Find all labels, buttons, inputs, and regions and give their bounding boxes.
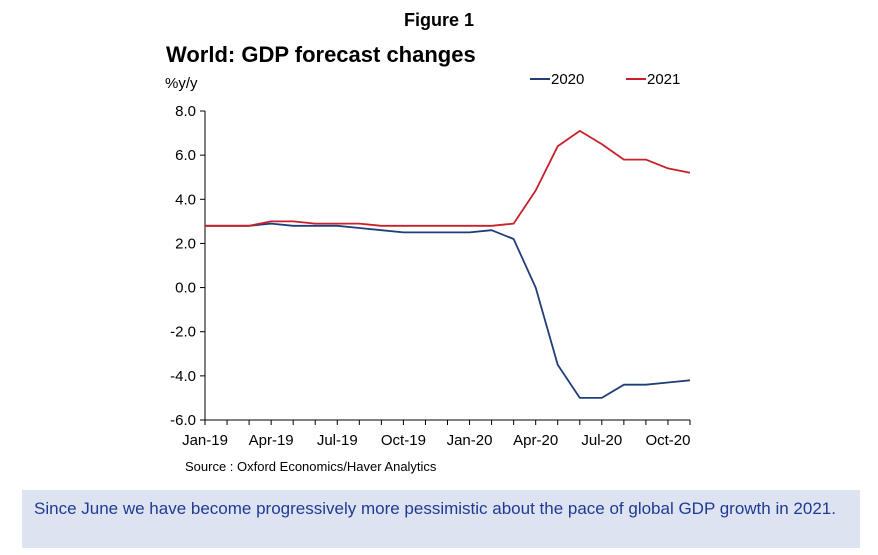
- y-tick-label: -6.0: [170, 412, 196, 429]
- y-tick-label: 8.0: [175, 103, 196, 120]
- series-line-2021: [205, 129, 691, 227]
- y-tick-label: -2.0: [170, 324, 196, 341]
- legend-label-2020: 2020: [551, 71, 584, 88]
- series-layer: [205, 129, 691, 399]
- x-tick-label: Apr-20: [513, 432, 558, 449]
- x-tick-label: Oct-20: [645, 432, 690, 449]
- y-tick-label: 2.0: [175, 235, 196, 252]
- x-tick-label: Jul-20: [581, 432, 622, 449]
- series-line-2020: [205, 222, 691, 399]
- x-tick-label: Jan-19: [182, 432, 228, 449]
- y-tick-label: 6.0: [175, 147, 196, 164]
- caption-text: Since June we have become progressively …: [34, 499, 836, 518]
- source-note: Source : Oxford Economics/Haver Analytic…: [185, 459, 437, 474]
- caption-box: Since June we have become progressively …: [22, 490, 860, 548]
- y-tick-label: -4.0: [170, 368, 196, 385]
- x-tick-label: Oct-19: [381, 432, 426, 449]
- chart-title: World: GDP forecast changes: [166, 42, 476, 67]
- legend: 2020 2021: [530, 71, 680, 88]
- axes: 8.0 6.0 4.0 2.0 0.0 -2.0 -4.0 -6.0 Jan-19 Apr-19 J…: [170, 103, 691, 449]
- x-tick-label: Apr-19: [249, 432, 294, 449]
- legend-label-2021: 2021: [647, 71, 680, 88]
- y-tick-label: 4.0: [175, 191, 196, 208]
- y-tick-label: 0.0: [175, 280, 196, 297]
- x-tick-label: Jul-19: [317, 432, 358, 449]
- line-chart: World: GDP forecast changes %y/y 2020 20…: [165, 42, 691, 474]
- x-tick-label: Jan-20: [447, 432, 493, 449]
- y-axis-unit-label: %y/y: [165, 75, 198, 92]
- figure-label: Figure 1: [403, 10, 474, 30]
